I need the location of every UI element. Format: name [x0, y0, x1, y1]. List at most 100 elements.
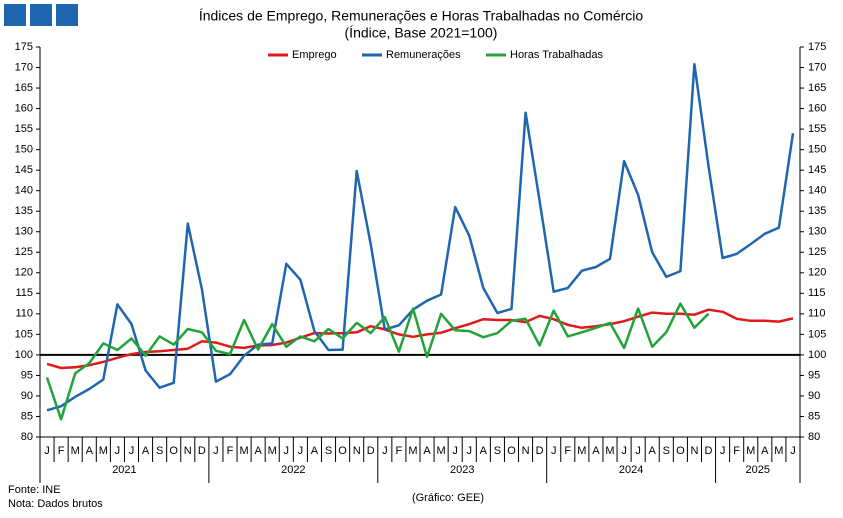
y2-tick-label: 90	[808, 390, 820, 402]
x-tick-label: S	[325, 445, 332, 457]
x-tick-label: N	[353, 445, 361, 457]
x-tick-label: S	[494, 445, 501, 457]
y-tick-label: 115	[15, 287, 33, 299]
y2-tick-label: 150	[808, 144, 826, 156]
x-tick-label: M	[239, 445, 248, 457]
y-tick-label: 140	[15, 185, 33, 197]
y2-tick-label: 120	[808, 267, 826, 279]
y2-tick-label: 145	[808, 164, 826, 176]
legend-label: Horas Trabalhadas	[510, 49, 603, 61]
y-tick-label: 155	[15, 123, 33, 135]
x-tick-label: A	[311, 445, 319, 457]
x-tick-label: O	[338, 445, 347, 457]
x-tick-label: J	[129, 445, 135, 457]
x-tick-label: D	[705, 445, 713, 457]
y-tick-label: 85	[21, 410, 33, 422]
x-tick-label: A	[480, 445, 488, 457]
y-tick-label: 150	[15, 144, 33, 156]
x-tick-label: M	[746, 445, 755, 457]
year-label: 2023	[450, 464, 474, 476]
x-tick-label: J	[213, 445, 219, 457]
y2-tick-label: 80	[808, 431, 820, 443]
x-tick-label: A	[423, 445, 431, 457]
logo-square	[4, 4, 26, 26]
year-label: 2024	[619, 464, 643, 476]
logo-square	[56, 4, 78, 26]
x-tick-label: F	[564, 445, 571, 457]
y-tick-label: 120	[15, 267, 33, 279]
x-tick-label: M	[774, 445, 783, 457]
y2-tick-label: 160	[808, 102, 826, 114]
x-tick-label: M	[268, 445, 277, 457]
x-tick-label: A	[649, 445, 657, 457]
y-tick-label: 165	[15, 82, 33, 94]
y2-tick-label: 140	[808, 185, 826, 197]
x-tick-label: J	[452, 445, 458, 457]
y-tick-label: 100	[15, 349, 33, 361]
x-tick-label: O	[676, 445, 685, 457]
x-tick-label: M	[408, 445, 417, 457]
x-tick-label: D	[198, 445, 206, 457]
x-tick-label: D	[536, 445, 544, 457]
x-tick-label: A	[761, 445, 769, 457]
logo-square	[30, 4, 52, 26]
y-tick-label: 125	[15, 246, 33, 258]
x-tick-label: O	[507, 445, 516, 457]
y2-tick-label: 100	[808, 349, 826, 361]
x-tick-label: O	[169, 445, 178, 457]
y2-tick-label: 110	[808, 308, 826, 320]
chart-subtitle: (Índice, Base 2021=100)	[345, 25, 498, 41]
x-tick-label: S	[663, 445, 670, 457]
x-tick-label: J	[720, 445, 726, 457]
x-tick-label: J	[382, 445, 388, 457]
x-tick-label: F	[227, 445, 234, 457]
y-tick-label: 110	[15, 308, 33, 320]
y2-tick-label: 135	[808, 205, 826, 217]
x-tick-label: M	[71, 445, 80, 457]
chart-title: Índices de Emprego, Remunerações e Horas…	[199, 8, 644, 24]
series-line	[46, 62, 795, 412]
y2-tick-label: 125	[808, 246, 826, 258]
x-tick-label: F	[396, 445, 403, 457]
y-tick-label: 170	[15, 61, 33, 73]
y2-tick-label: 85	[808, 410, 820, 422]
x-tick-label: F	[733, 445, 740, 457]
y2-tick-label: 115	[808, 287, 826, 299]
year-label: 2025	[746, 464, 770, 476]
y-tick-label: 105	[15, 328, 33, 340]
credit: (Gráfico: GEE)	[412, 492, 484, 504]
x-tick-label: M	[605, 445, 614, 457]
y2-tick-label: 130	[808, 226, 826, 238]
source: Fonte: INE	[8, 484, 61, 496]
x-tick-label: M	[99, 445, 108, 457]
y-tick-label: 175	[15, 41, 33, 53]
x-tick-label: J	[284, 445, 290, 457]
x-tick-label: D	[367, 445, 375, 457]
series-line	[45, 302, 710, 421]
y2-tick-label: 165	[808, 82, 826, 94]
x-tick-label: A	[254, 445, 262, 457]
x-tick-label: A	[592, 445, 600, 457]
x-tick-label: J	[621, 445, 627, 457]
x-tick-label: N	[522, 445, 530, 457]
x-tick-label: J	[467, 445, 473, 457]
x-tick-label: N	[184, 445, 192, 457]
year-label: 2022	[281, 464, 305, 476]
year-label: 2021	[112, 464, 136, 476]
x-tick-label: J	[551, 445, 557, 457]
x-tick-label: J	[635, 445, 641, 457]
x-tick-label: A	[142, 445, 150, 457]
x-tick-label: M	[577, 445, 586, 457]
x-tick-label: F	[58, 445, 65, 457]
y-tick-label: 80	[21, 431, 33, 443]
y2-tick-label: 175	[808, 41, 826, 53]
y2-tick-label: 155	[808, 123, 826, 135]
legend-label: Emprego	[292, 49, 337, 61]
y-tick-label: 160	[15, 102, 33, 114]
x-tick-label: M	[437, 445, 446, 457]
y-tick-label: 145	[15, 164, 33, 176]
y2-tick-label: 170	[808, 61, 826, 73]
x-tick-label: J	[790, 445, 796, 457]
x-tick-label: J	[44, 445, 50, 457]
